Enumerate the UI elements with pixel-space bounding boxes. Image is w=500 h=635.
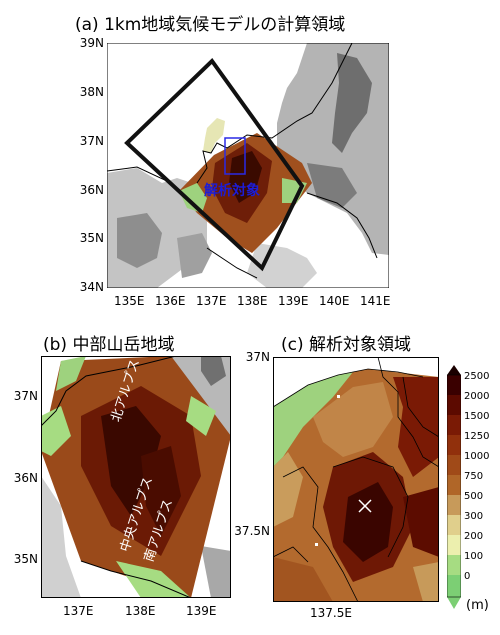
panel-b-map bbox=[41, 356, 231, 598]
colorbar-label-0: 0 bbox=[464, 571, 471, 582]
panel-c-lon-137-5: 137.5E bbox=[310, 606, 352, 620]
colorbar bbox=[447, 365, 461, 609]
panel-a-lat-34: 34N bbox=[79, 280, 104, 294]
colorbar-label-750: 750 bbox=[464, 471, 484, 482]
colorbar-label-2500: 2500 bbox=[464, 371, 490, 382]
colorbar-label-300: 300 bbox=[464, 511, 484, 522]
panel-a-map bbox=[107, 43, 389, 288]
panel-a-title: (a) 1km地域気候モデルの計算領域 bbox=[75, 15, 346, 35]
analysis-target-box bbox=[224, 137, 246, 175]
panel-a-lon-140: 140E bbox=[319, 294, 350, 308]
panel-a-lat-38: 38N bbox=[79, 85, 104, 99]
colorbar-unit: (m) bbox=[466, 598, 489, 613]
colorbar-label-1000: 1000 bbox=[464, 451, 490, 462]
panel-b-lat-37: 37N bbox=[13, 389, 38, 403]
panel-a-lon-138: 138E bbox=[237, 294, 268, 308]
panel-b-lon-137: 137E bbox=[63, 604, 94, 618]
panel-a-lon-136: 136E bbox=[155, 294, 186, 308]
panel-c-map bbox=[273, 357, 439, 602]
panel-b-lat-36: 36N bbox=[13, 471, 38, 485]
panel-a-lat-37: 37N bbox=[79, 134, 104, 148]
panel-a-lon-141: 141E bbox=[360, 294, 391, 308]
peak-marker bbox=[358, 499, 372, 513]
colorbar-label-1500: 1500 bbox=[464, 411, 490, 422]
panel-a-lat-39: 39N bbox=[79, 36, 104, 50]
panel-b-lat-35: 35N bbox=[13, 552, 38, 566]
panel-b-title: (b) 中部山岳地域 bbox=[43, 335, 175, 355]
panel-b-lon-139: 139E bbox=[186, 604, 217, 618]
panel-c-lat-37: 37N bbox=[245, 350, 270, 364]
target-label: 解析対象 bbox=[204, 183, 260, 199]
colorbar-label-1250: 1250 bbox=[464, 431, 490, 442]
panel-a-lat-36: 36N bbox=[79, 183, 104, 197]
colorbar-label-500: 500 bbox=[464, 491, 484, 502]
colorbar-label-100: 100 bbox=[464, 551, 484, 562]
panel-c-title: (c) 解析対象領域 bbox=[281, 335, 412, 355]
panel-a-lon-137: 137E bbox=[196, 294, 227, 308]
panel-c-lat-37-5: 37.5N bbox=[234, 524, 270, 538]
model-domain-square bbox=[124, 57, 305, 272]
panel-a-lon-135: 135E bbox=[114, 294, 145, 308]
colorbar-label-200: 200 bbox=[464, 531, 484, 542]
panel-a-lon-139: 139E bbox=[278, 294, 309, 308]
panel-b-lon-138: 138E bbox=[125, 604, 156, 618]
colorbar-label-2000: 2000 bbox=[464, 391, 490, 402]
panel-a-lat-35: 35N bbox=[79, 231, 104, 245]
